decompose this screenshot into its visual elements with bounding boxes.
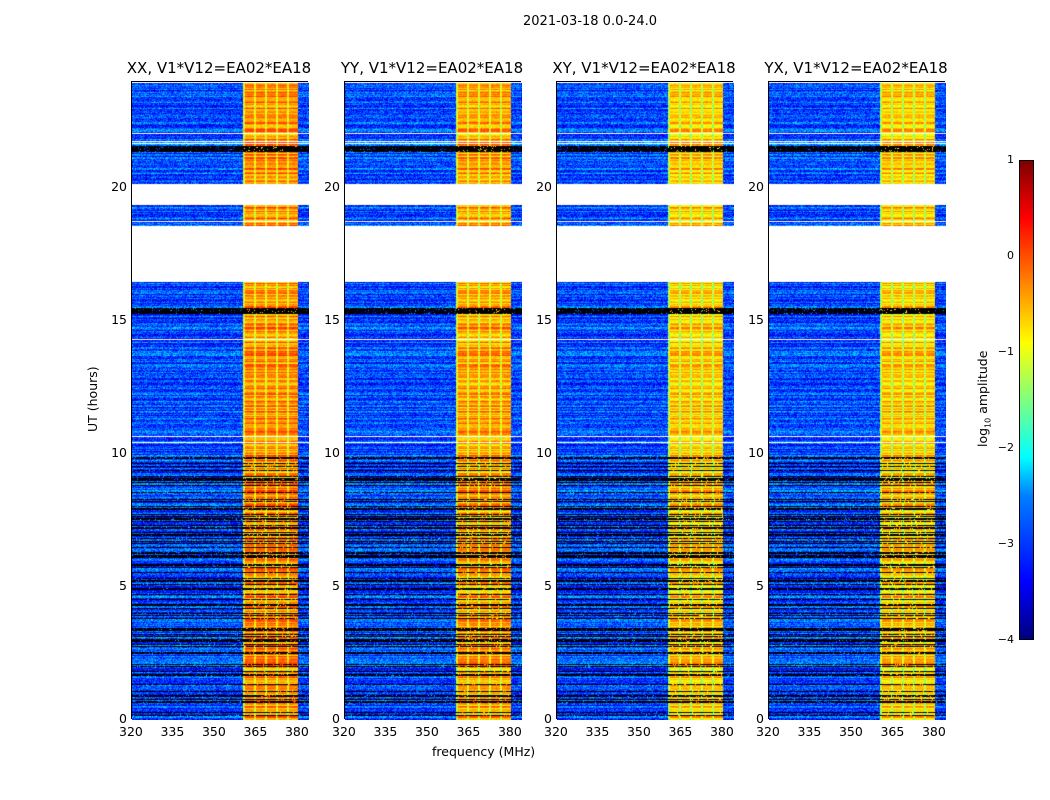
heatmap-panel <box>131 81 309 720</box>
y-tick-label: 20 <box>536 179 552 195</box>
panel-title: XX, V1*V12=EA02*EA18 <box>126 59 312 77</box>
colorbar-tick-label: −1 <box>997 345 1014 358</box>
x-tick-label: 320 <box>756 724 780 739</box>
x-tick-label: 365 <box>880 724 905 739</box>
heatmap-cells <box>345 82 522 720</box>
x-tick-label: 380 <box>921 724 946 739</box>
y-tick-label: 0 <box>332 711 340 726</box>
x-tick-label: 320 <box>332 724 356 739</box>
y-tick-label: 15 <box>748 312 764 328</box>
figure-title: 2021-03-18 0.0-24.0 <box>523 14 657 29</box>
x-tick-label: 380 <box>497 724 522 739</box>
colorbar-tick-label: −4 <box>997 633 1014 646</box>
y-tick-label: 15 <box>324 312 340 328</box>
y-axis-label: UT (hours) <box>85 366 100 432</box>
x-tick-label: 350 <box>414 724 439 739</box>
y-tick-label: 0 <box>756 711 764 726</box>
x-tick-label: 365 <box>668 724 693 739</box>
y-tick-label: 5 <box>332 578 340 594</box>
heatmap-cells <box>132 82 309 720</box>
x-tick-label: 365 <box>456 724 481 739</box>
x-tick-label: 335 <box>160 724 185 739</box>
y-tick-label: 20 <box>748 179 764 195</box>
y-tick-label: 15 <box>536 312 552 328</box>
y-tick-label: 10 <box>536 445 552 461</box>
panel-title: YY, V1*V12=EA02*EA18 <box>340 59 524 77</box>
colorbar-tick-label: −3 <box>997 537 1014 550</box>
colorbar-tick-label: 1 <box>1007 153 1014 166</box>
y-tick-label: 10 <box>111 445 127 461</box>
colorbar-tick-label: −2 <box>997 441 1014 454</box>
y-tick-label: 10 <box>748 445 764 461</box>
x-tick-label: 320 <box>544 724 568 739</box>
y-tick-label: 0 <box>544 711 552 726</box>
heatmap-panel <box>344 81 522 720</box>
x-tick-label: 350 <box>201 724 226 739</box>
x-tick-label: 350 <box>626 724 651 739</box>
x-axis-label: frequency (MHz) <box>432 744 536 759</box>
panel-title: XY, V1*V12=EA02*EA18 <box>552 59 736 77</box>
y-tick-label: 0 <box>119 711 127 726</box>
y-tick-label: 5 <box>544 578 552 594</box>
y-tick-label: 10 <box>324 445 340 461</box>
x-tick-label: 320 <box>119 724 143 739</box>
y-tick-label: 20 <box>111 179 127 195</box>
x-tick-label: 335 <box>373 724 398 739</box>
heatmap-panel <box>556 81 734 720</box>
colorbar <box>1019 160 1034 640</box>
y-tick-label: 5 <box>119 578 127 594</box>
y-tick-label: 20 <box>324 179 340 195</box>
panel-title: YX, V1*V12=EA02*EA18 <box>764 59 948 77</box>
x-tick-label: 335 <box>585 724 610 739</box>
y-tick-label: 15 <box>111 312 127 328</box>
y-tick-label: 5 <box>756 578 764 594</box>
x-tick-label: 350 <box>838 724 863 739</box>
colorbar-label: log10 amplitude <box>975 350 993 447</box>
heatmap-cells <box>557 82 734 720</box>
heatmap-panel <box>768 81 946 720</box>
x-tick-label: 365 <box>243 724 268 739</box>
heatmap-cells <box>769 82 946 720</box>
x-tick-label: 380 <box>284 724 309 739</box>
colorbar-tick-label: 0 <box>1007 249 1014 262</box>
x-tick-label: 380 <box>709 724 734 739</box>
x-tick-label: 335 <box>797 724 822 739</box>
